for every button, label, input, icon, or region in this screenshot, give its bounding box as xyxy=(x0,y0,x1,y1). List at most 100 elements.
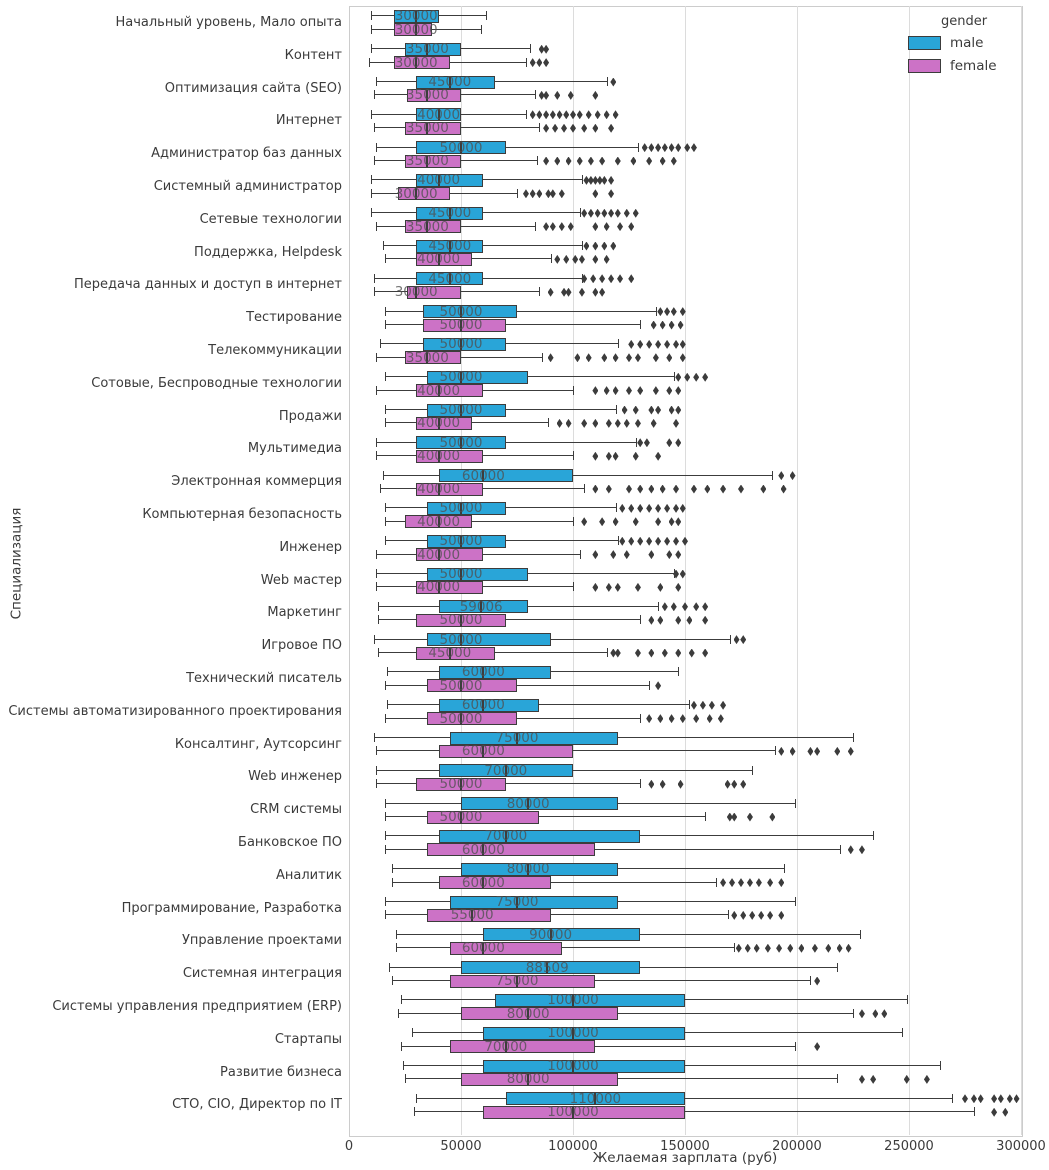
median-line-female xyxy=(415,285,418,299)
category-label: Программирование, Разработка xyxy=(121,900,342,916)
box-male xyxy=(427,403,506,417)
whisker-cap-female xyxy=(378,615,380,625)
median-line-female xyxy=(426,220,429,234)
x-tick-label: 300000 xyxy=(996,1139,1046,1154)
category-label: Банковское ПО xyxy=(238,835,342,850)
whisker-cap-female xyxy=(375,746,377,756)
box-male xyxy=(438,665,551,679)
median-line-male xyxy=(482,665,485,679)
outlier-diamond xyxy=(677,320,684,330)
whisker-cap-male xyxy=(658,601,660,611)
whisker-cap-male xyxy=(859,929,861,939)
whisker-cap-male xyxy=(375,569,377,578)
outlier-diamond xyxy=(592,451,599,461)
outlier-diamond xyxy=(778,746,785,756)
outlier-diamond xyxy=(583,175,590,185)
outlier-diamond xyxy=(706,714,713,724)
outlier-diamond xyxy=(601,353,608,363)
outlier-diamond xyxy=(603,222,610,232)
whisker-cap-male xyxy=(772,470,774,480)
outlier-diamond xyxy=(731,779,738,789)
outlier-diamond xyxy=(545,189,552,199)
whisker-cap-female xyxy=(384,680,386,690)
outlier-diamond xyxy=(592,418,599,428)
whisker-cap-male xyxy=(752,765,754,775)
outlier-diamond xyxy=(740,779,747,789)
outlier-diamond xyxy=(753,943,760,953)
box-female xyxy=(427,810,540,824)
outlier-diamond xyxy=(619,503,626,513)
box-female xyxy=(416,252,473,266)
whisker-cap-male xyxy=(375,142,377,152)
outlier-diamond xyxy=(664,536,671,546)
outlier-diamond xyxy=(605,582,612,592)
median-line-male xyxy=(572,1026,574,1040)
outlier-diamond xyxy=(556,110,563,120)
category-label: Администратор баз данных xyxy=(151,146,342,162)
outlier-diamond xyxy=(726,812,733,822)
category-label: Компьютерная безопасность xyxy=(142,507,342,522)
whisker-cap-female xyxy=(794,1041,796,1051)
outlier-diamond xyxy=(574,353,581,363)
whisker-cap-female xyxy=(573,582,574,592)
outlier-diamond xyxy=(556,418,563,428)
box-male xyxy=(422,305,517,319)
whisker-cap-female xyxy=(839,844,841,854)
box-female xyxy=(405,220,461,234)
median-line-female xyxy=(437,548,440,562)
box-female xyxy=(393,56,450,70)
median-label-male: 50000 xyxy=(439,631,483,648)
whisker-cap-female xyxy=(640,713,642,723)
category-label: Системная интеграция xyxy=(182,966,342,982)
whisker-cap-female xyxy=(539,287,541,297)
whisker-cap-female xyxy=(375,352,377,362)
outlier-diamond xyxy=(650,418,657,428)
whisker-cap-male xyxy=(371,109,373,119)
outlier-diamond xyxy=(610,648,617,658)
whisker-female xyxy=(384,914,728,916)
whisker-cap-female xyxy=(541,352,543,362)
outlier-diamond xyxy=(565,156,572,166)
outlier-diamond xyxy=(872,1009,879,1019)
outlier-diamond xyxy=(543,222,550,232)
outlier-diamond xyxy=(679,569,686,579)
outlier-diamond xyxy=(570,110,576,120)
category-label: Телекоммуникации xyxy=(208,343,342,358)
outlier-diamond xyxy=(637,484,644,494)
outlier-diamond xyxy=(587,175,594,185)
whisker-cap-male xyxy=(411,1028,413,1038)
outlier-diamond xyxy=(592,287,599,297)
whisker-cap-female xyxy=(573,516,574,526)
outlier-diamond xyxy=(558,189,565,199)
outlier-diamond xyxy=(655,451,662,461)
median-label-female: 40000 xyxy=(417,251,461,268)
median-line-female xyxy=(437,384,440,398)
outlier-diamond xyxy=(578,287,585,297)
outlier-diamond xyxy=(731,812,738,822)
box-male xyxy=(427,633,551,647)
outlier-diamond xyxy=(610,241,617,251)
whisker-female xyxy=(413,1111,974,1113)
median-label-male: 40000 xyxy=(417,172,461,189)
outlier-diamond xyxy=(655,405,662,415)
x-tick-label: 50000 xyxy=(440,1139,482,1154)
whisker-cap-male xyxy=(384,306,386,316)
outlier-diamond xyxy=(746,878,753,888)
category-label: Системы управления предприятием (ERP) xyxy=(52,999,342,1014)
median-label-male: 40000 xyxy=(417,106,461,123)
outlier-diamond xyxy=(657,714,664,724)
outlier-diamond xyxy=(614,418,621,428)
outlier-diamond xyxy=(529,58,536,68)
outlier-diamond xyxy=(655,681,662,691)
outlier-diamond xyxy=(991,1107,998,1117)
whisker-female xyxy=(378,619,641,621)
median-label-female: 35000 xyxy=(405,349,449,366)
outlier-diamond xyxy=(735,943,742,953)
category-label: Управление проектами xyxy=(181,933,342,949)
outlier-diamond xyxy=(592,582,599,592)
legend-label-male: male xyxy=(950,35,984,51)
outlier-diamond xyxy=(679,503,686,513)
median-line-male xyxy=(460,305,462,319)
outlier-diamond xyxy=(648,405,655,415)
box-female xyxy=(416,548,484,562)
